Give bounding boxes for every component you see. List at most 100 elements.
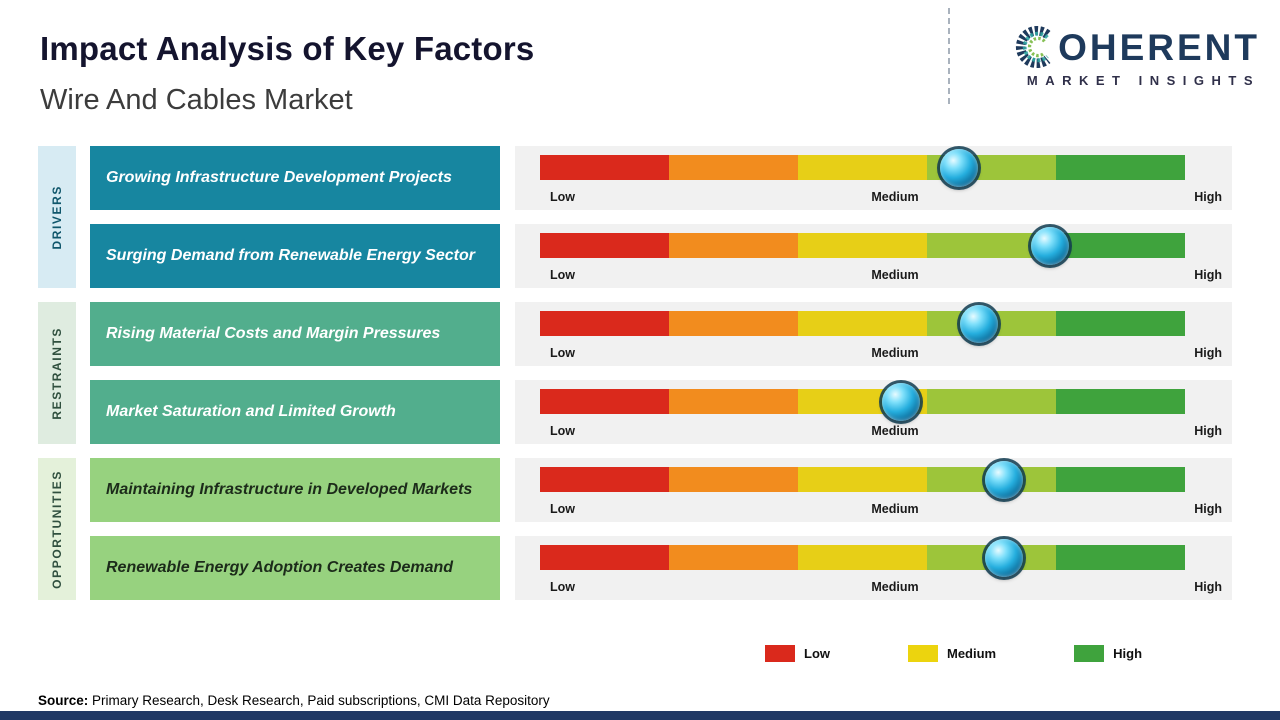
impact-bar-panel: Low Medium High <box>515 380 1232 444</box>
factor-label-box: Market Saturation and Limited Growth <box>90 380 500 444</box>
legend-item-medium: Medium <box>908 645 996 662</box>
legend-label: High <box>1113 646 1143 661</box>
scale-label-medium: Medium <box>871 268 919 282</box>
scale-label-medium: Medium <box>871 190 919 204</box>
scale-label-high: High <box>1194 190 1222 204</box>
factor-row: Growing Infrastructure Development Proje… <box>90 146 1232 210</box>
logo-dotted-c-icon <box>1016 26 1051 68</box>
scale-segment <box>1056 389 1185 414</box>
scale-segment <box>798 467 927 492</box>
scale-label-medium: Medium <box>871 580 919 594</box>
legend-swatch <box>908 645 938 662</box>
header-dashed-divider <box>948 8 950 104</box>
factor-label: Market Saturation and Limited Growth <box>106 403 396 421</box>
factor-label: Rising Material Costs and Margin Pressur… <box>106 325 441 343</box>
factor-row: Surging Demand from Renewable Energy Sec… <box>90 224 1232 288</box>
factor-row: Rising Material Costs and Margin Pressur… <box>90 302 1232 366</box>
scale-label-low: Low <box>550 268 575 282</box>
scale-segment <box>669 389 798 414</box>
scale-segment <box>669 233 798 258</box>
scale-label-high: High <box>1194 502 1222 516</box>
factor-label-box: Growing Infrastructure Development Proje… <box>90 146 500 210</box>
scale-segment <box>540 545 669 570</box>
factor-label-box: Renewable Energy Adoption Creates Demand <box>90 536 500 600</box>
impact-marker <box>985 460 1024 499</box>
impact-bar-panel: Low Medium High <box>515 458 1232 522</box>
legend-swatch <box>1074 645 1105 662</box>
scale-segment <box>669 467 798 492</box>
page-subtitle: Wire And Cables Market <box>40 84 353 116</box>
scale-label-low: Low <box>550 502 575 516</box>
scale-segment <box>540 233 669 258</box>
impact-bar-panel: Low Medium High <box>515 146 1232 210</box>
impact-marker <box>985 538 1024 577</box>
impact-marker <box>1030 226 1069 265</box>
scale-segment <box>1056 467 1185 492</box>
scale-segment <box>540 389 669 414</box>
impact-marker <box>940 148 979 187</box>
scale-label-high: High <box>1194 268 1222 282</box>
factor-label: Maintaining Infrastructure in Developed … <box>106 481 473 499</box>
impact-bar-panel: Low Medium High <box>515 224 1232 288</box>
factor-label-box: Surging Demand from Renewable Energy Sec… <box>90 224 500 288</box>
impact-marker <box>959 304 998 343</box>
scale-segment <box>669 155 798 180</box>
scale-segment <box>1056 545 1185 570</box>
scale-label-low: Low <box>550 346 575 360</box>
category-strip-restraints: RESTRAINTS <box>38 302 76 444</box>
scale-segment <box>927 389 1056 414</box>
impact-bar-panel: Low Medium High <box>515 302 1232 366</box>
scale-label-medium: Medium <box>871 346 919 360</box>
impact-bar-panel: Low Medium High <box>515 536 1232 600</box>
scale-label-high: High <box>1194 424 1222 438</box>
factor-row: Maintaining Infrastructure in Developed … <box>90 458 1232 522</box>
legend-label: Low <box>804 646 830 661</box>
category-label-restraints: RESTRAINTS <box>50 326 64 420</box>
impact-marker <box>882 382 921 421</box>
scale-segment <box>669 545 798 570</box>
scale-segment <box>669 311 798 336</box>
factor-row: Market Saturation and Limited Growth Low… <box>90 380 1232 444</box>
scale-segment <box>540 467 669 492</box>
legend-item-high: High <box>1074 645 1142 662</box>
logo-tagline: MARKET INSIGHTS <box>1026 73 1260 88</box>
scale-label-low: Low <box>550 424 575 438</box>
scale-label-high: High <box>1194 346 1222 360</box>
legend-item-low: Low <box>765 645 830 662</box>
scale-segment <box>1056 155 1185 180</box>
scale-segment <box>1056 311 1185 336</box>
factor-label: Growing Infrastructure Development Proje… <box>106 169 452 187</box>
source-line: Source: Primary Research, Desk Research,… <box>38 693 550 708</box>
category-label-opportunities: OPPORTUNITIES <box>50 469 64 589</box>
factor-label: Renewable Energy Adoption Creates Demand <box>106 559 454 577</box>
scale-label-low: Low <box>550 190 575 204</box>
legend-swatch <box>765 645 795 662</box>
scale-segment <box>798 311 927 336</box>
impact-scale-bar <box>540 382 1185 421</box>
logo-row: OHERENT <box>1013 26 1260 68</box>
factor-label-box: Maintaining Infrastructure in Developed … <box>90 458 500 522</box>
scale-segment <box>798 155 927 180</box>
scale-label-low: Low <box>550 580 575 594</box>
category-strip-opportunities: OPPORTUNITIES <box>38 458 76 600</box>
source-text: Primary Research, Desk Research, Paid su… <box>88 693 550 708</box>
impact-scale-bar <box>540 538 1185 577</box>
factor-label: Surging Demand from Renewable Energy Sec… <box>106 247 475 265</box>
factor-label-box: Rising Material Costs and Margin Pressur… <box>90 302 500 366</box>
legend-label: Medium <box>947 646 997 661</box>
logo-brand-text: OHERENT <box>1058 26 1260 68</box>
scale-segment <box>798 233 927 258</box>
impact-scale-bar <box>540 148 1185 187</box>
scale-segment <box>1056 233 1185 258</box>
scale-segment <box>798 545 927 570</box>
page-title: Impact Analysis of Key Factors <box>40 30 535 67</box>
scale-label-high: High <box>1194 580 1222 594</box>
scale-label-medium: Medium <box>871 424 919 438</box>
source-label: Source: <box>38 693 89 708</box>
legend: Low Medium High <box>765 645 1142 662</box>
scale-segment <box>540 155 669 180</box>
category-strip-drivers: DRIVERS <box>38 146 76 288</box>
category-label-drivers: DRIVERS <box>50 184 64 250</box>
impact-scale-bar <box>540 460 1185 499</box>
